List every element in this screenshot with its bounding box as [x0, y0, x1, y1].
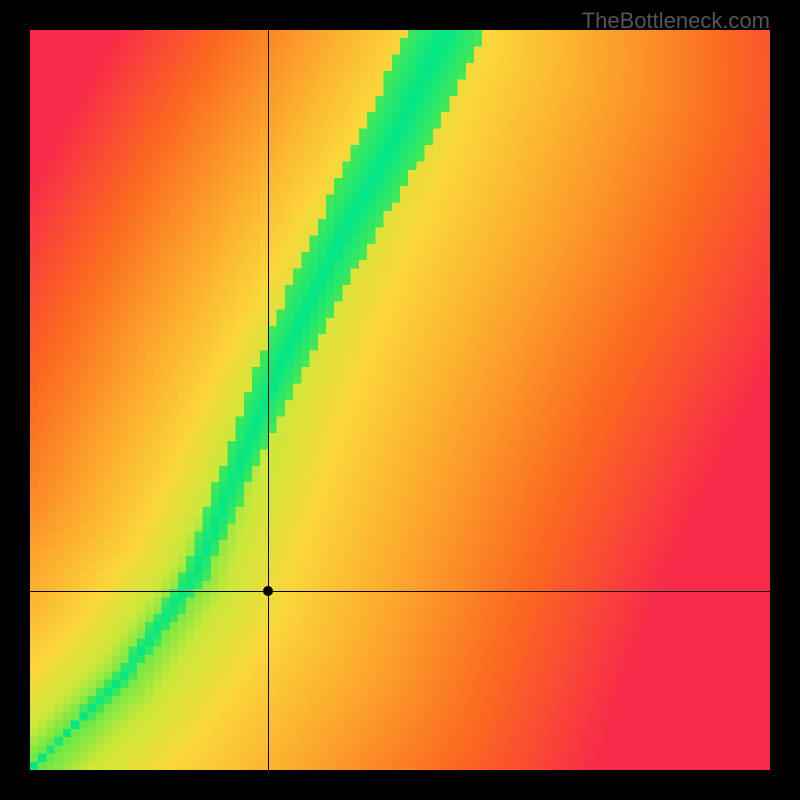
heatmap-plot: [30, 30, 770, 770]
watermark: TheBottleneck.com: [582, 8, 770, 34]
heatmap-canvas: [30, 30, 770, 770]
